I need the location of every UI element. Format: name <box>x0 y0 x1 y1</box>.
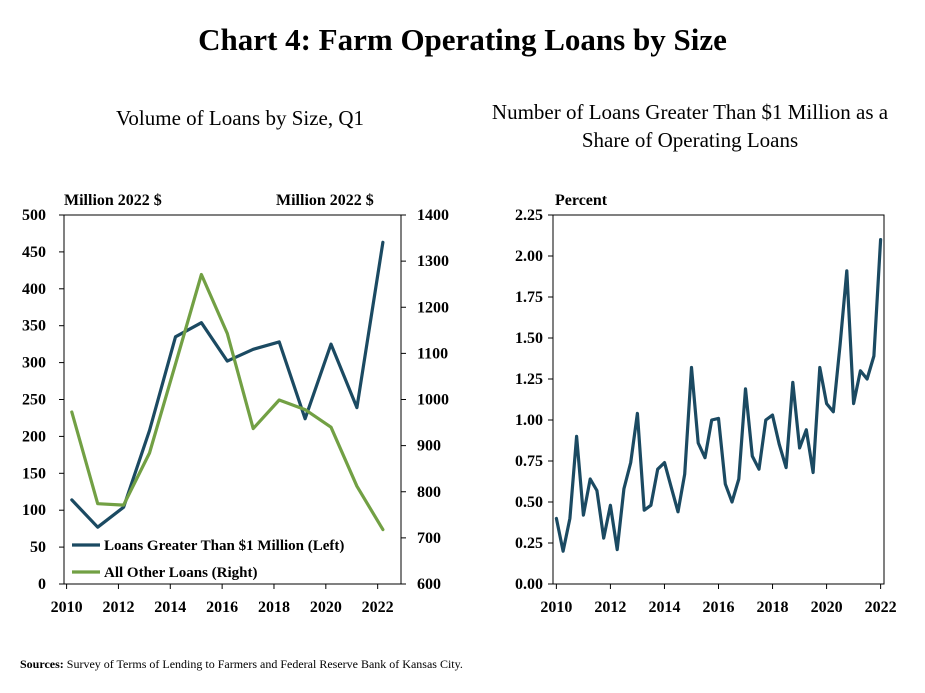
y-tick-label: 1.75 <box>515 289 543 306</box>
x-tick-label: 2018 <box>757 599 789 616</box>
right-y-tick-label: 900 <box>417 438 441 455</box>
series-line-other-loans <box>70 272 385 532</box>
x-tick-label: 2012 <box>102 599 134 616</box>
right-chart: 0.00 0.25 0.50 0.75 1.00 1.25 1.50 1.75 2.00 2.25… <box>515 207 897 616</box>
x-tick-label: 2016 <box>206 599 238 616</box>
right-y-tick-label: 700 <box>417 530 441 547</box>
left-chart-right-unit: Million 2022 $ <box>276 192 374 209</box>
left-y-tick-label: 50 <box>30 539 46 556</box>
x-tick-label: 2022 <box>362 599 394 616</box>
y-tick-label: 2.00 <box>515 248 543 265</box>
left-y-tick-label: 350 <box>22 318 46 335</box>
x-tick-label: 2014 <box>648 599 680 616</box>
y-tick-label: 1.50 <box>515 330 543 347</box>
x-tick-label: 2016 <box>703 599 735 616</box>
left-chart-title: Volume of Loans by Size, Q1 <box>115 106 365 130</box>
x-tick-label: 2018 <box>258 599 290 616</box>
series-line-share <box>554 238 883 553</box>
source-note: Sources: Survey of Terms of Lending to F… <box>20 657 463 672</box>
x-tick-label: 2020 <box>310 599 342 616</box>
legend-label: All Other Loans (Right) <box>104 565 257 581</box>
right-y-tick-label: 1000 <box>417 392 449 409</box>
y-tick-label: 0.50 <box>515 494 543 511</box>
right-chart-title: Number of Loans Greater Than $1 Million … <box>491 100 889 152</box>
left-chart: 0 50 100 150 200 250 300 350 400 450 500 600 700 800 9… <box>22 207 449 616</box>
left-y-tick-label: 150 <box>22 465 46 482</box>
y-tick-label: 1.25 <box>515 371 543 388</box>
right-chart-unit: Percent <box>555 192 608 209</box>
left-y-tick-label: 200 <box>22 428 46 445</box>
right-y-tick-label: 1200 <box>417 299 449 316</box>
y-tick-label: 1.00 <box>515 412 543 429</box>
y-tick-label: 0.75 <box>515 453 543 470</box>
y-tick-label: 2.25 <box>515 207 543 224</box>
x-tick-label: 2020 <box>811 599 843 616</box>
source-text: Survey of Terms of Lending to Farmers an… <box>66 657 463 671</box>
x-tick-label: 2010 <box>51 599 83 616</box>
y-tick-label: 0.25 <box>515 535 543 552</box>
legend-label: Loans Greater Than $1 Million (Left) <box>104 538 344 554</box>
x-tick-label: 2012 <box>594 599 626 616</box>
source-label: Sources: <box>20 657 64 671</box>
main-title: Chart 4: Farm Operating Loans by Size <box>198 22 727 57</box>
x-tick-label: 2022 <box>865 599 897 616</box>
left-y-tick-label: 100 <box>22 502 46 519</box>
x-tick-label: 2014 <box>154 599 186 616</box>
x-tick-label: 2010 <box>540 599 572 616</box>
left-chart-left-unit: Million 2022 $ <box>64 192 162 209</box>
left-y-tick-label: 250 <box>22 392 46 409</box>
left-y-tick-label: 500 <box>22 207 46 224</box>
right-y-tick-label: 1400 <box>417 207 449 224</box>
left-y-tick-label: 400 <box>22 281 46 298</box>
left-y-tick-label: 0 <box>38 576 46 593</box>
left-y-tick-label: 450 <box>22 244 46 261</box>
left-chart-frame <box>63 214 402 585</box>
y-tick-label: 0.00 <box>515 576 543 593</box>
right-y-tick-label: 800 <box>417 484 441 501</box>
left-y-tick-label: 300 <box>22 355 46 372</box>
series-line-large-loans <box>70 240 385 529</box>
right-y-tick-label: 1100 <box>417 345 448 362</box>
right-y-tick-label: 600 <box>417 576 441 593</box>
right-y-tick-label: 1300 <box>417 253 449 270</box>
